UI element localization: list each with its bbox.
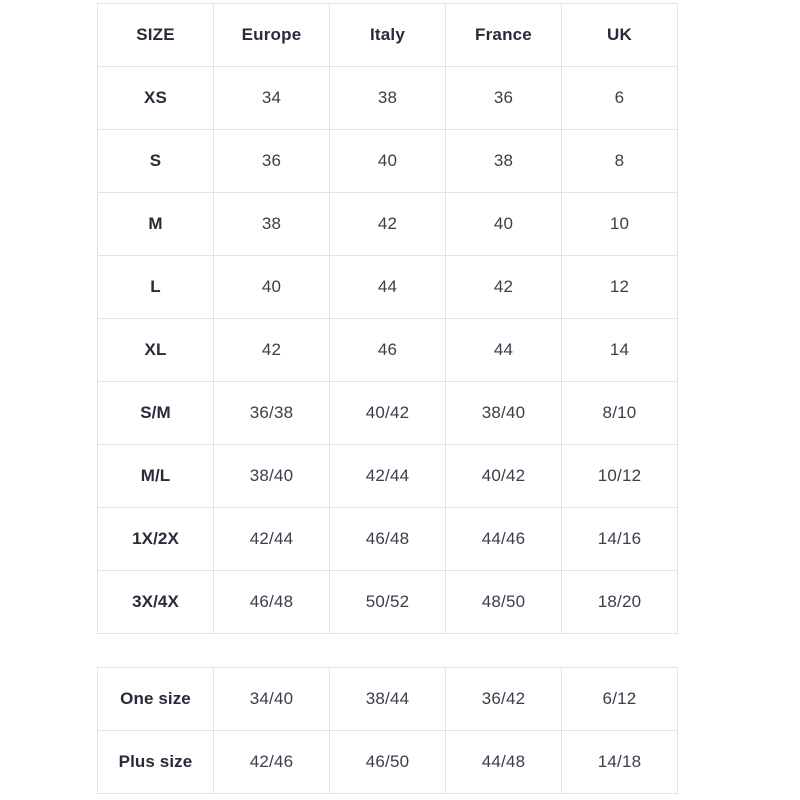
- cell-italy: 46/48: [329, 507, 446, 571]
- column-header-france: France: [445, 3, 562, 67]
- cell-size: 3X/4X: [97, 570, 214, 634]
- cell-france: 38/40: [445, 381, 562, 445]
- cell-italy: 46: [329, 318, 446, 382]
- cell-europe: 34: [213, 66, 330, 130]
- cell-france: 48/50: [445, 570, 562, 634]
- cell-uk: 14: [561, 318, 678, 382]
- table-row: Plus size 42/46 46/50 44/48 14/18: [97, 730, 678, 794]
- table-body: One size 34/40 38/44 36/42 6/12 Plus size 42/4…: [97, 667, 678, 794]
- cell-italy: 40/42: [329, 381, 446, 445]
- cell-italy: 46/50: [329, 730, 446, 794]
- cell-uk: 8: [561, 129, 678, 193]
- cell-uk: 14/18: [561, 730, 678, 794]
- cell-italy: 42: [329, 192, 446, 256]
- table-row: S/M 36/38 40/42 38/40 8/10: [97, 381, 678, 445]
- table-row: XS 34 38 36 6: [97, 66, 678, 130]
- cell-france: 38: [445, 129, 562, 193]
- cell-italy: 44: [329, 255, 446, 319]
- table-row: One size 34/40 38/44 36/42 6/12: [97, 667, 678, 731]
- table-body: XS 34 38 36 6 S 36 40 38 8 M 38 42 40 10 L 40 44 42 12 XL 42 4…: [97, 66, 678, 634]
- column-header-europe: Europe: [213, 3, 330, 67]
- cell-size: M: [97, 192, 214, 256]
- cell-europe: 42/46: [213, 730, 330, 794]
- cell-italy: 50/52: [329, 570, 446, 634]
- column-header-size: SIZE: [97, 3, 214, 67]
- table-row: 3X/4X 46/48 50/52 48/50 18/20: [97, 570, 678, 634]
- table-row: L 40 44 42 12: [97, 255, 678, 319]
- cell-uk: 12: [561, 255, 678, 319]
- one-size-plus-size-table: One size 34/40 38/44 36/42 6/12 Plus size 42/4…: [97, 667, 678, 794]
- cell-uk: 18/20: [561, 570, 678, 634]
- table-row: 1X/2X 42/44 46/48 44/46 14/16: [97, 507, 678, 571]
- cell-europe: 38: [213, 192, 330, 256]
- cell-size: S: [97, 129, 214, 193]
- cell-size: M/L: [97, 444, 214, 508]
- cell-france: 44/46: [445, 507, 562, 571]
- cell-europe: 42/44: [213, 507, 330, 571]
- secondary-size-table-container: One size 34/40 38/44 36/42 6/12 Plus size 42/4…: [97, 667, 678, 794]
- header-row: SIZE Europe Italy France UK: [97, 3, 678, 67]
- column-header-italy: Italy: [329, 3, 446, 67]
- cell-size: XL: [97, 318, 214, 382]
- cell-europe: 34/40: [213, 667, 330, 731]
- cell-size: 1X/2X: [97, 507, 214, 571]
- table-row: M 38 42 40 10: [97, 192, 678, 256]
- cell-size: One size: [97, 667, 214, 731]
- cell-europe: 36: [213, 129, 330, 193]
- table-row: M/L 38/40 42/44 40/42 10/12: [97, 444, 678, 508]
- table-row: S 36 40 38 8: [97, 129, 678, 193]
- cell-italy: 42/44: [329, 444, 446, 508]
- cell-europe: 40: [213, 255, 330, 319]
- cell-france: 40/42: [445, 444, 562, 508]
- cell-france: 44/48: [445, 730, 562, 794]
- cell-france: 44: [445, 318, 562, 382]
- cell-italy: 38: [329, 66, 446, 130]
- cell-uk: 10: [561, 192, 678, 256]
- cell-uk: 8/10: [561, 381, 678, 445]
- size-conversion-table: SIZE Europe Italy France UK XS 34 38 36 6 S 36…: [97, 3, 678, 634]
- cell-europe: 36/38: [213, 381, 330, 445]
- cell-italy: 38/44: [329, 667, 446, 731]
- cell-uk: 6: [561, 66, 678, 130]
- cell-france: 36/42: [445, 667, 562, 731]
- cell-size: XS: [97, 66, 214, 130]
- cell-size: S/M: [97, 381, 214, 445]
- primary-size-table-container: SIZE Europe Italy France UK XS 34 38 36 6 S 36…: [97, 3, 678, 634]
- cell-france: 42: [445, 255, 562, 319]
- cell-uk: 6/12: [561, 667, 678, 731]
- cell-europe: 46/48: [213, 570, 330, 634]
- cell-uk: 10/12: [561, 444, 678, 508]
- column-header-uk: UK: [561, 3, 678, 67]
- cell-uk: 14/16: [561, 507, 678, 571]
- cell-france: 36: [445, 66, 562, 130]
- cell-europe: 38/40: [213, 444, 330, 508]
- cell-size: Plus size: [97, 730, 214, 794]
- cell-size: L: [97, 255, 214, 319]
- cell-europe: 42: [213, 318, 330, 382]
- table-row: XL 42 46 44 14: [97, 318, 678, 382]
- cell-italy: 40: [329, 129, 446, 193]
- cell-france: 40: [445, 192, 562, 256]
- table-header: SIZE Europe Italy France UK: [97, 3, 678, 67]
